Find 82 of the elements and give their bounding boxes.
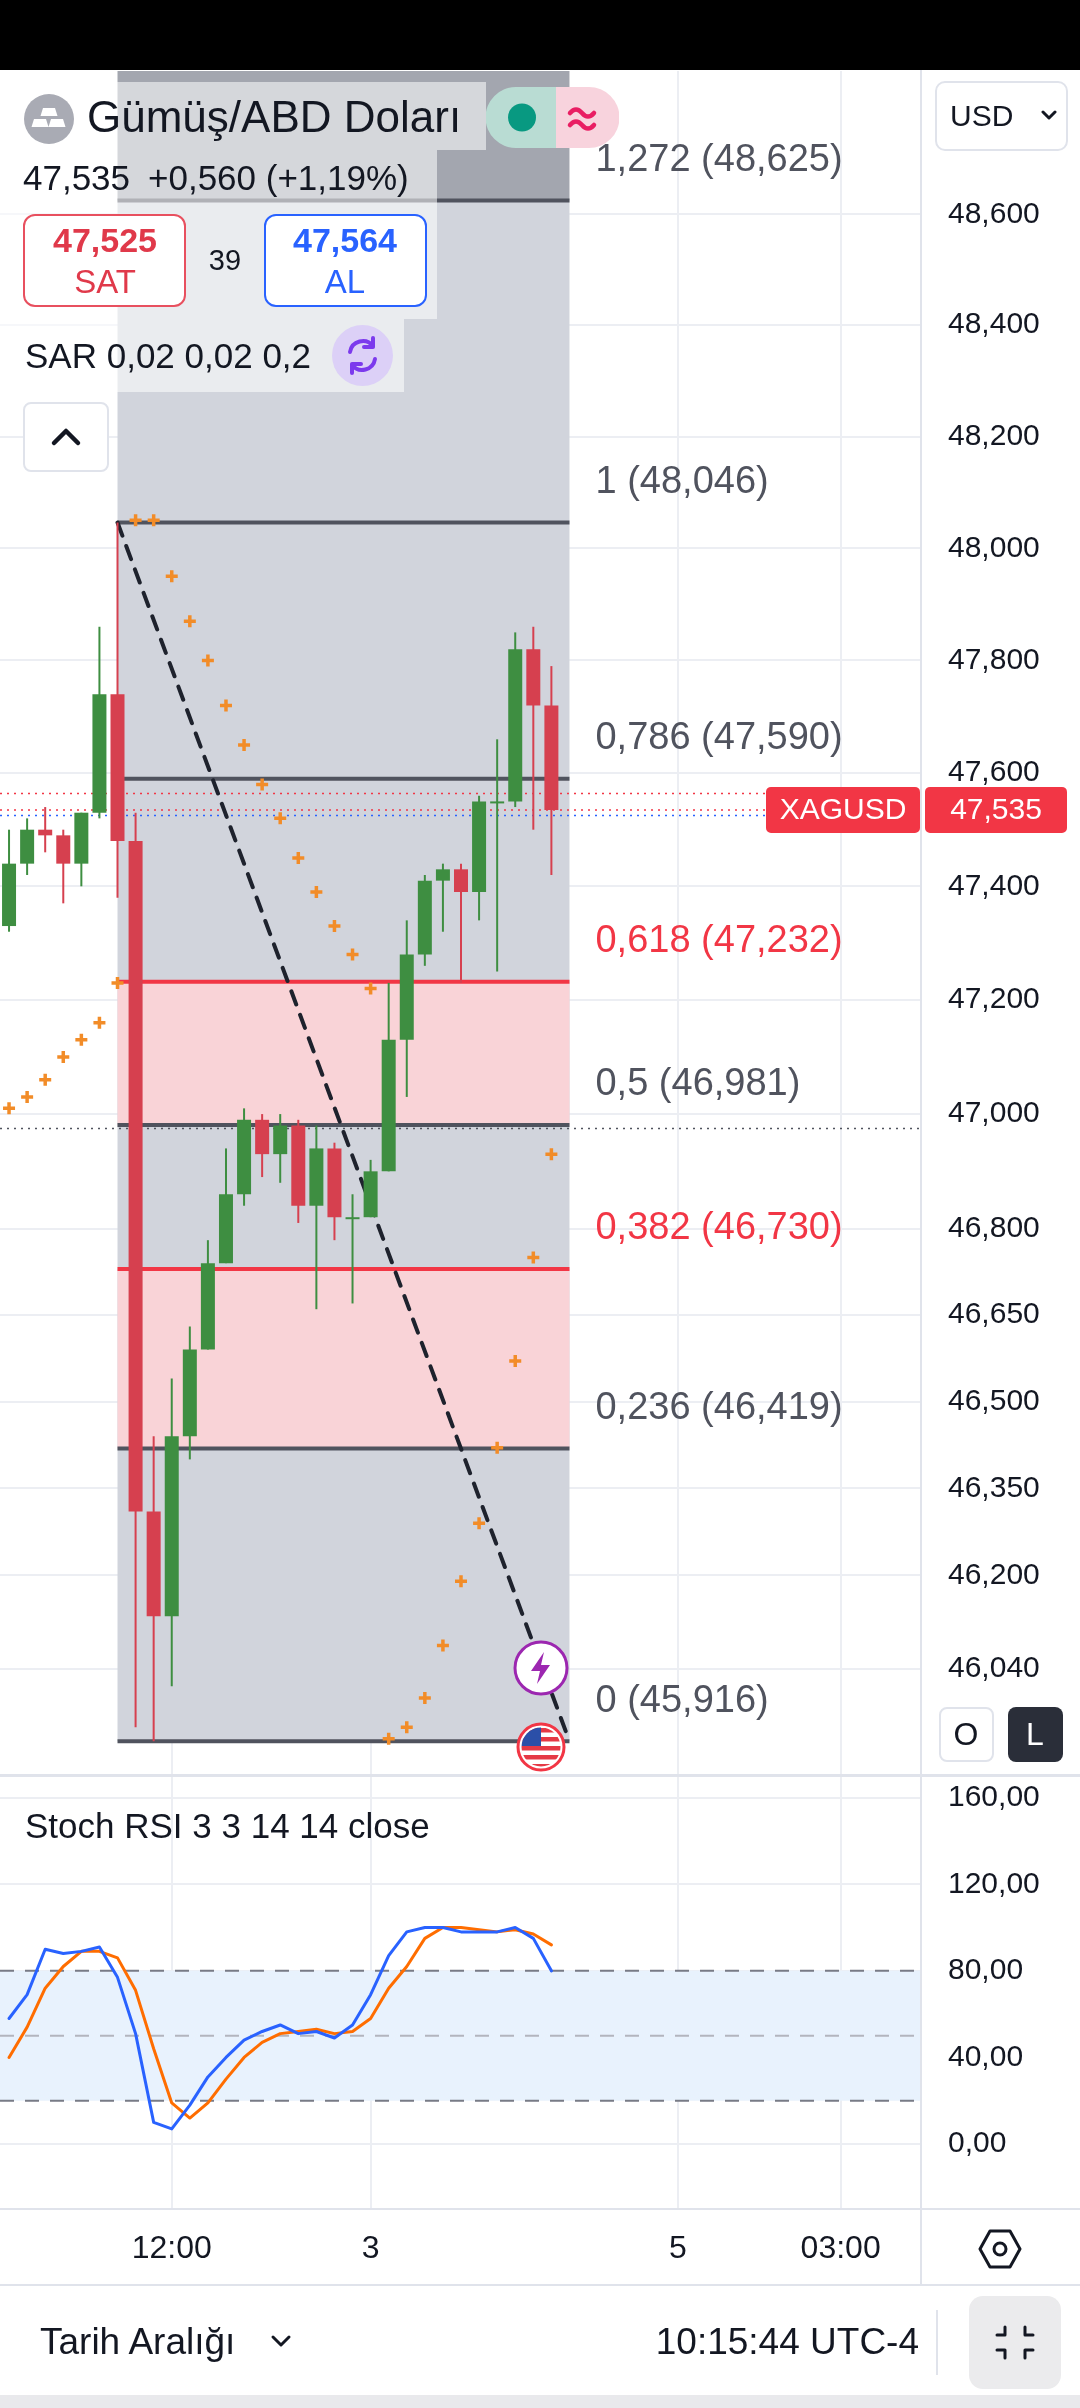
text: 47,535: [950, 792, 1042, 826]
annotation: 47,525: [53, 221, 157, 259]
x-tick-label: 3: [361, 2229, 380, 2266]
y-tick-label: 48,200: [948, 417, 1040, 451]
point: [326, 918, 343, 934]
annotation: 47,535: [23, 157, 131, 197]
point: [435, 1637, 451, 1654]
y-tick-label: 47,800: [948, 641, 1040, 675]
y-tick-label: 46,500: [948, 1382, 1040, 1416]
point: [91, 1015, 108, 1031]
y-tick-label: 46,800: [948, 1209, 1040, 1243]
annotation: +0,560 (+1,19%): [148, 157, 409, 197]
annotation: 47,564: [293, 221, 397, 259]
candlestick: [490, 739, 505, 972]
annotation: SAR 0,02 0,02 0,2: [25, 335, 312, 375]
point: [453, 1573, 469, 1590]
point: [200, 652, 216, 669]
text: Tarih Aralığı: [40, 2320, 236, 2362]
point: [182, 613, 198, 629]
y-tick-label: 46,040: [948, 1649, 1040, 1683]
point: [254, 776, 270, 793]
y-tick-label: 47,000: [948, 1095, 1040, 1129]
ref-line-label: 0,382 (46,730): [595, 1205, 843, 1248]
point: [308, 884, 325, 900]
point: [380, 1731, 397, 1747]
annotation: SAT: [74, 262, 136, 300]
point: [19, 1089, 35, 1105]
ref-line-label: XAGUSD: [779, 792, 907, 826]
ref-line-label: 0,786 (47,590): [595, 715, 843, 758]
text: L: [1026, 1716, 1044, 1752]
point: [507, 1353, 523, 1369]
ref-line-label: 0,236 (46,419): [595, 1384, 843, 1427]
point: [236, 737, 252, 753]
point: [272, 810, 288, 827]
text: USD: [950, 99, 1014, 132]
x-tick-label: 12:00: [131, 2229, 212, 2266]
y-tick-label: 0,00: [948, 2125, 1007, 2159]
point: [73, 1032, 90, 1048]
x-tick-label: 5: [669, 2229, 687, 2266]
point: [362, 980, 379, 997]
point: [109, 975, 126, 991]
ref-line-label: 1,272 (48,625): [595, 137, 843, 180]
y-tick-label: 47,400: [948, 867, 1040, 901]
ref-line-label: 0 (45,916): [595, 1677, 769, 1720]
y-tick-label: 47,600: [948, 754, 1040, 788]
y-tick-label: 48,600: [948, 195, 1040, 229]
text: Stoch RSI 3 3 14 14 close: [25, 1805, 430, 1845]
point: [471, 1515, 487, 1531]
y-tick-label: 47,200: [948, 981, 1040, 1015]
annotation: 39: [208, 243, 242, 276]
y-tick-label: 48,000: [948, 529, 1040, 563]
point: [55, 1049, 72, 1065]
y-tick-label: 120,00: [948, 1865, 1040, 1899]
annotation: AL: [324, 262, 366, 300]
ref-line-label: 0,5 (46,981): [595, 1061, 801, 1104]
y-tick-label: 46,200: [948, 1556, 1040, 1590]
text: Gümüş/ABD Doları: [87, 92, 462, 141]
point: [37, 1072, 53, 1088]
ref-line-label: 1 (48,046): [595, 459, 769, 501]
point: [399, 1719, 415, 1735]
point: [417, 1690, 433, 1706]
text: O: [953, 1716, 979, 1752]
y-tick-label: 40,00: [948, 2038, 1024, 2072]
point: [290, 850, 307, 866]
point: [164, 568, 180, 585]
candlestick: [345, 1194, 360, 1304]
point: [145, 512, 162, 529]
point: [344, 946, 361, 963]
text: 10:15:44 UTC-4: [655, 2320, 919, 2362]
point: [543, 1146, 560, 1162]
y-tick-label: 80,00: [948, 1952, 1024, 1986]
ref-line-label: 0,618 (47,232): [595, 918, 843, 961]
point: [489, 1440, 505, 1456]
y-tick-label: 160,00: [948, 1778, 1040, 1812]
y-tick-label: 46,350: [948, 1469, 1040, 1503]
point: [1, 1100, 17, 1117]
point: [127, 512, 144, 529]
point: [525, 1249, 542, 1266]
point: [218, 697, 234, 714]
y-tick-label: 48,400: [948, 306, 1040, 340]
x-tick-label: 03:00: [800, 2229, 881, 2266]
y-tick-label: 46,650: [948, 1296, 1040, 1330]
